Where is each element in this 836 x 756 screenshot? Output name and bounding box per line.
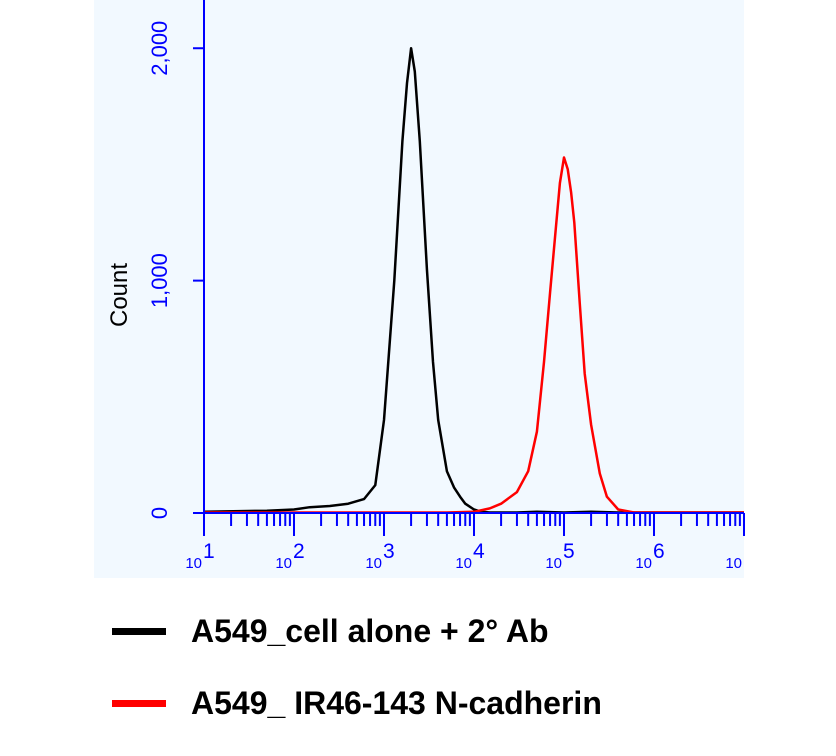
x-tick-label-base-4: 10	[545, 555, 562, 572]
x-tick-label-exp-5: 6	[653, 540, 665, 563]
legend: A549_cell alone + 2° Ab A549_ IR46-143 N…	[112, 612, 602, 756]
plot-background	[94, 0, 744, 578]
x-tick-label-3: 104	[455, 540, 485, 572]
x-axis-minor-ticks	[230, 513, 741, 526]
x-tick-label-exp-3: 4	[473, 540, 485, 563]
x-tick-label-base-6: 10	[725, 555, 742, 572]
series-line-1	[204, 156, 744, 514]
x-tick-label-base-0: 10	[185, 555, 202, 572]
x-tick-label-2: 103	[365, 540, 394, 572]
x-tick-label-exp-1: 2	[293, 540, 305, 563]
y-axis-tick-labels: 0 1,000 2,000	[147, 21, 172, 519]
x-tick-label-base-5: 10	[635, 555, 652, 572]
legend-item-red: A549_ IR46-143 N-cadherin	[112, 684, 602, 722]
x-tick-label-exp-2: 3	[383, 540, 395, 563]
x-axis-major-ticks	[203, 513, 745, 536]
legend-item-black: A549_cell alone + 2° Ab	[112, 612, 602, 650]
y-axis-label: Count	[106, 263, 133, 327]
x-tick-label-0: 101	[185, 540, 214, 572]
x-tick-label-exp-4: 5	[563, 540, 575, 563]
legend-swatch-red	[112, 699, 166, 707]
y-axis-ticks	[193, 47, 204, 514]
x-tick-label-5: 106	[635, 540, 664, 572]
y-tick-label-2: 2,000	[147, 21, 172, 76]
y-tick-label-1: 1,000	[147, 253, 172, 308]
x-tick-label-1: 102	[275, 540, 304, 572]
legend-label-red: A549_ IR46-143 N-cadherin	[191, 684, 602, 721]
x-tick-label-base-1: 10	[275, 555, 292, 572]
y-tick-label-0: 0	[147, 507, 172, 519]
legend-swatch-black	[112, 627, 166, 635]
x-tick-label-exp-0: 1	[203, 540, 215, 563]
x-tick-label-6: 10	[725, 555, 742, 572]
x-tick-label-base-3: 10	[455, 555, 472, 572]
legend-label-black: A549_cell alone + 2° Ab	[191, 612, 549, 649]
x-tick-label-base-2: 10	[365, 555, 382, 572]
x-tick-label-4: 105	[545, 540, 574, 572]
